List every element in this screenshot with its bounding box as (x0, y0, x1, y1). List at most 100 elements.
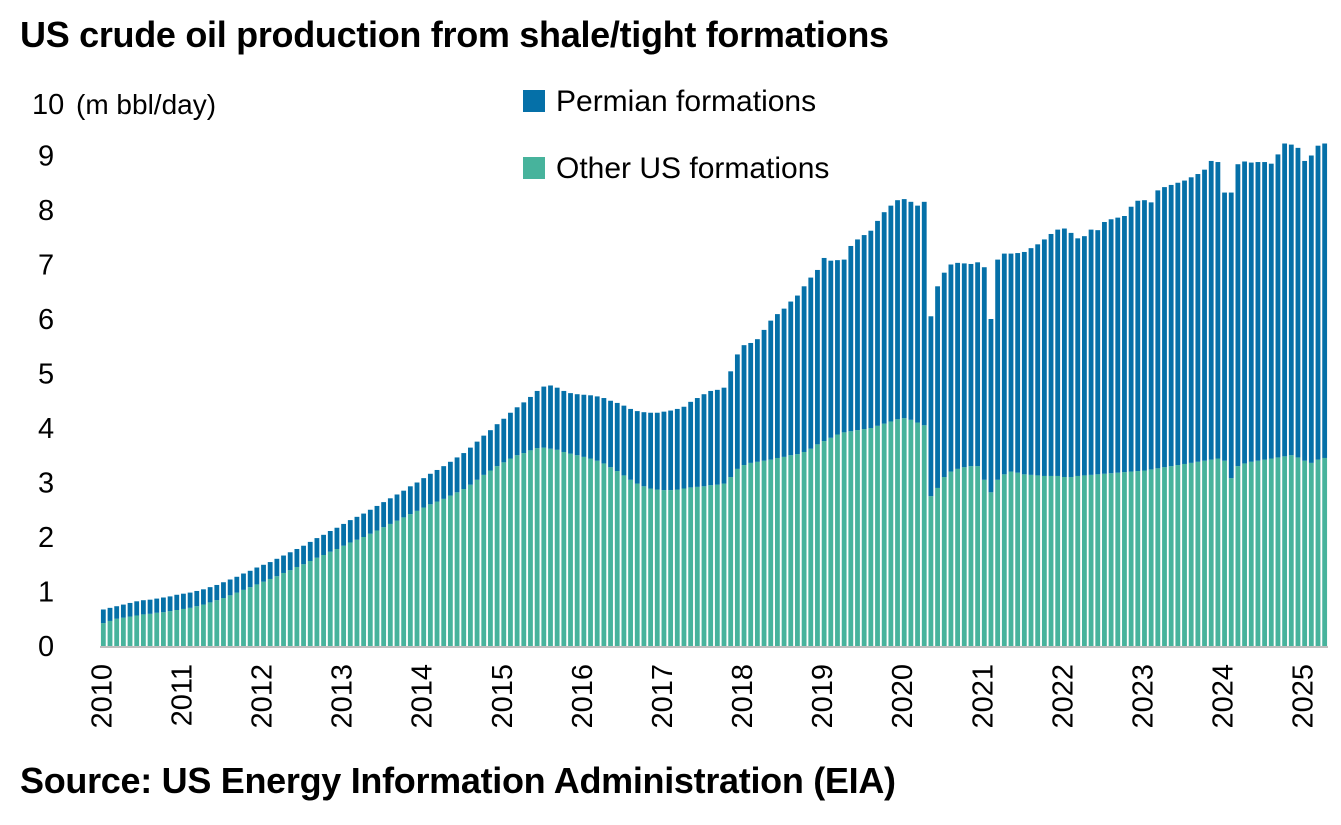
bar-permian (1195, 174, 1201, 462)
bar-permian (528, 396, 533, 451)
bar-other (1128, 471, 1134, 646)
bar-permian (1061, 228, 1067, 478)
legend: Permian formations Other US formations (523, 85, 829, 185)
x-tick-label: 2015 (487, 664, 519, 729)
bar-other (581, 456, 587, 646)
bar-other (815, 444, 820, 646)
bar-permian (1275, 154, 1281, 458)
bar-permian (1068, 232, 1074, 478)
bar-other (788, 455, 794, 646)
bar-other (835, 434, 840, 646)
bar-other (728, 477, 734, 646)
y-axis-ticks: 0 1 2 3 4 5 6 7 8 9 10 (32, 89, 64, 663)
bar-other (1001, 474, 1007, 646)
bar-permian (955, 262, 961, 469)
bar-other (261, 581, 266, 646)
bar-other (661, 490, 667, 646)
bar-permian (347, 520, 353, 543)
bar-permian (414, 482, 420, 511)
bar-permian (975, 262, 981, 467)
legend-label-permian: Permian formations (556, 85, 816, 118)
bar-other (795, 454, 800, 646)
bar-other (981, 479, 987, 646)
bar-permian (468, 447, 473, 485)
bar-other (254, 584, 260, 646)
x-tick-label: 2010 (86, 664, 118, 729)
bar-permian (281, 555, 286, 573)
bar-permian (761, 329, 767, 461)
bar-other (528, 450, 533, 646)
x-tick-label: 2021 (967, 664, 999, 729)
bar-permian (494, 424, 500, 467)
y-tick-label: 0 (38, 631, 54, 663)
bar-other (161, 612, 166, 646)
bar-permian (1035, 244, 1041, 476)
bar-permian (194, 590, 200, 607)
y-tick-label: 7 (38, 250, 54, 282)
bar-permian (668, 410, 674, 491)
x-tick-label: 2025 (1288, 664, 1320, 729)
bar-other (1135, 471, 1141, 646)
bar-other (1008, 471, 1014, 646)
bar-other (181, 608, 186, 646)
bar-other (187, 607, 193, 646)
bar-other (140, 614, 146, 646)
bar-permian (1048, 233, 1054, 476)
bar-other (267, 578, 273, 646)
bar-other (775, 457, 780, 646)
bar-permian (1122, 216, 1127, 473)
y-tick-label: 4 (38, 413, 54, 445)
bar-permian (1262, 162, 1268, 460)
bar-other (881, 423, 887, 646)
x-axis-ticks: 2010 2011 2012 2013 2014 2015 2016 2017 2018 2019… (86, 664, 1319, 729)
bar-other (1048, 475, 1054, 646)
bar-permian (628, 408, 633, 480)
bar-other (347, 542, 353, 646)
bar-other (387, 523, 393, 646)
bar-permian (154, 598, 160, 613)
bar-permian (875, 220, 880, 426)
bar-permian (935, 286, 940, 488)
bar-other (354, 539, 360, 646)
bar-permian (1021, 251, 1027, 475)
bar-other (1015, 472, 1021, 646)
bar-permian (201, 589, 206, 605)
y-axis-unit-label: (m bbl/day) (76, 89, 216, 120)
bar-permian (247, 570, 253, 588)
bar-other (1288, 455, 1294, 646)
bar-permian (1282, 143, 1288, 457)
bar-other (1142, 470, 1147, 646)
bar-permian (361, 513, 367, 537)
bars (100, 143, 1328, 647)
bar-permian (381, 502, 387, 528)
bar-permian (1322, 143, 1328, 458)
bar-permian (454, 457, 460, 493)
bar-other (641, 486, 647, 646)
bar-other (407, 514, 413, 646)
bar-other (628, 479, 633, 646)
bar-other (754, 461, 760, 646)
y-tick-label: 1 (38, 577, 54, 609)
bar-other (247, 587, 253, 646)
bar-other (194, 606, 200, 646)
bar-other (1208, 459, 1214, 646)
bar-permian (795, 295, 800, 455)
bar-other (1182, 463, 1187, 646)
bar-other (748, 462, 754, 646)
bar-permian (1135, 200, 1141, 472)
bar-permian (634, 411, 640, 484)
bar-permian (734, 354, 740, 469)
bar-other (294, 566, 300, 646)
bar-other (427, 504, 433, 646)
bar-permian (1235, 164, 1241, 467)
bar-other (534, 448, 540, 646)
x-tick-label: 2018 (727, 664, 759, 729)
y-tick-label: 2 (38, 522, 54, 554)
bar-permian (1215, 162, 1221, 459)
bar-other (127, 616, 133, 646)
bar-other (1275, 457, 1281, 646)
bar-permian (187, 592, 193, 608)
bar-other (241, 589, 246, 646)
bar-permian (654, 412, 660, 490)
bar-other (281, 572, 286, 646)
